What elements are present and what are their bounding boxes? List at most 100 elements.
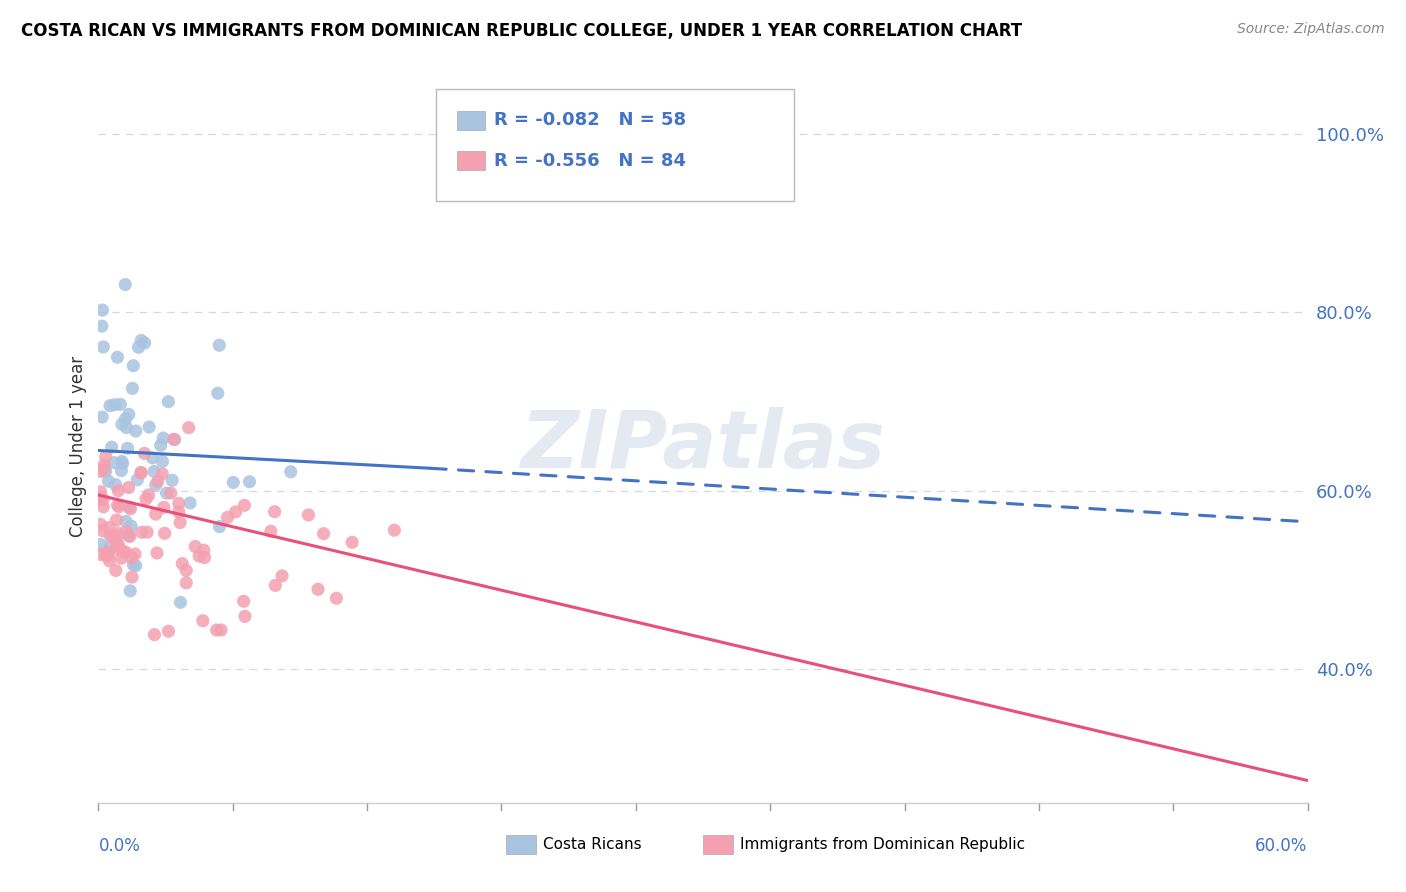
Point [97,547,120,561]
Point [120,501,142,516]
Point [111,456,134,470]
Point [107,529,129,543]
Point [150,467,173,481]
Point [103,456,125,470]
Point [325,591,347,606]
Point [145,478,167,492]
Point [124,547,146,561]
Point [131,525,153,540]
Point [98,399,121,413]
Point [91,340,114,354]
Point [104,398,127,412]
Point [280,465,302,479]
Point [134,446,156,460]
Point [121,570,143,584]
Point [115,524,138,539]
Point [122,359,145,373]
Point [91,492,114,507]
Point [90,319,112,334]
Point [155,486,177,500]
Point [271,569,294,583]
Point [340,535,363,549]
Point [157,624,180,639]
Point [93,458,115,473]
Point [129,466,152,480]
Point [97,545,120,559]
Text: R = -0.082   N = 58: R = -0.082 N = 58 [494,112,686,129]
Point [121,381,143,395]
Point [157,394,180,409]
Text: 60.0%: 60.0% [1256,837,1308,855]
Point [163,432,186,446]
Point [118,408,141,422]
Point [193,550,215,565]
Point [134,336,156,351]
Point [146,546,169,560]
Text: Source: ZipAtlas.com: Source: ZipAtlas.com [1237,22,1385,37]
Point [94,450,117,464]
Point [120,519,142,533]
Point [159,486,181,500]
Point [136,525,159,540]
Point [167,505,190,519]
Point [167,496,190,510]
Point [115,515,138,529]
Point [103,531,125,545]
Point [312,526,335,541]
Point [122,558,145,572]
Point [89,537,111,551]
Point [97,520,120,534]
Point [117,481,139,495]
Point [108,500,131,514]
Point [205,623,228,637]
Point [145,507,167,521]
Text: Costa Ricans: Costa Ricans [543,837,641,852]
Point [104,563,127,577]
Point [153,500,176,515]
Point [111,454,134,468]
Text: ZIPatlas: ZIPatlas [520,407,886,485]
Point [107,351,129,365]
Text: 0.0%: 0.0% [98,837,141,855]
Point [179,496,201,510]
Point [89,491,111,505]
Point [96,549,118,563]
Point [97,474,120,488]
Point [120,583,142,598]
Point [307,582,329,597]
Point [107,538,129,552]
Point [129,334,152,348]
Point [125,424,148,438]
Point [120,550,142,565]
Point [110,397,132,411]
Point [108,541,131,556]
Text: Immigrants from Dominican Republic: Immigrants from Dominican Republic [740,837,1025,852]
Point [191,614,214,628]
Point [169,516,191,530]
Point [146,475,169,489]
Point [91,524,114,538]
Point [117,442,139,456]
Point [135,491,157,506]
Point [260,524,283,539]
Point [110,464,132,478]
Point [114,545,136,559]
Point [112,545,135,559]
Point [94,464,117,478]
Point [207,386,229,401]
Point [138,420,160,434]
Point [91,303,114,318]
Point [149,438,172,452]
Point [104,477,127,491]
Point [263,505,285,519]
Point [125,558,148,573]
Point [91,410,114,425]
Point [153,526,176,541]
Point [169,595,191,609]
Point [118,529,141,543]
Point [264,578,287,592]
Point [100,440,122,454]
Point [193,543,215,558]
Point [188,549,211,563]
Point [172,557,194,571]
